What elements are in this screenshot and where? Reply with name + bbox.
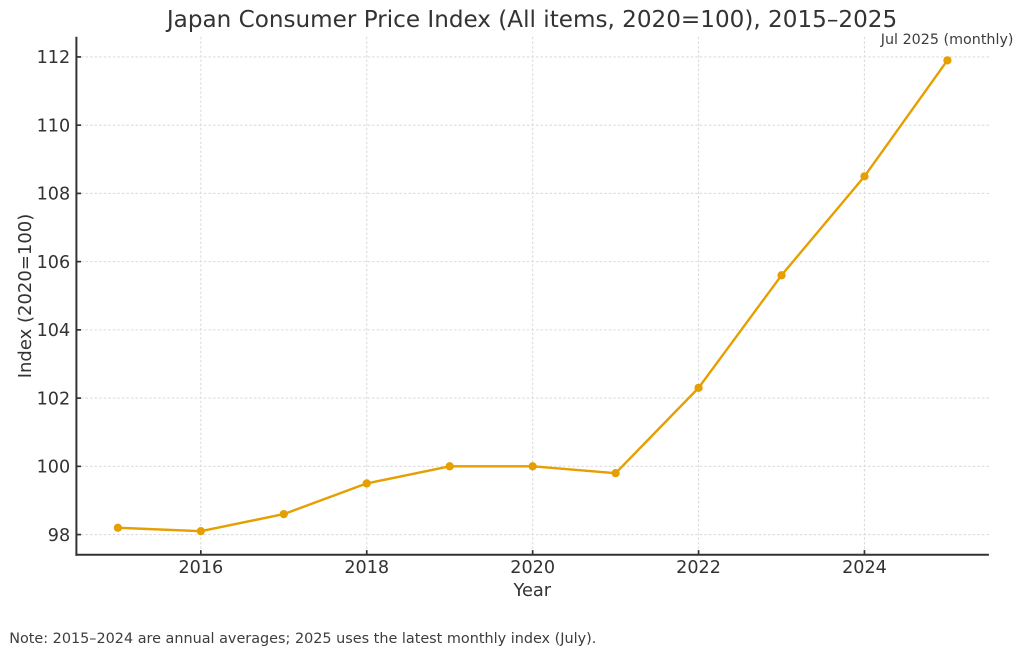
x-tick-label: 2020 [510,558,555,578]
y-tick-label: 106 [37,253,71,273]
y-tick-label: 100 [37,458,71,478]
data-point [777,271,786,280]
data-point [528,462,537,471]
latest-point-annotation: Jul 2025 (monthly) [880,32,1014,48]
footnote: Note: 2015–2024 are annual averages; 202… [9,631,597,648]
x-tick-label: 2018 [344,558,389,578]
x-tick-label: 2016 [178,558,223,578]
y-tick-label: 102 [37,389,71,409]
chart-title: Japan Consumer Price Index (All items, 2… [166,6,898,33]
y-tick-label: 108 [37,185,71,205]
y-tick-label: 110 [37,116,71,136]
data-point [445,462,454,471]
data-point [113,523,123,532]
x-tick-label: 2024 [842,558,887,578]
data-point [943,56,952,65]
data-point [362,479,371,488]
y-tick-label: 98 [48,526,70,546]
y-tick-label: 112 [37,48,71,68]
y-axis-label: Index (2020=100) [14,213,36,378]
x-tick-label: 2022 [676,558,721,578]
x-axis-label: Year [513,580,552,602]
data-point [611,469,620,478]
data-point [196,527,205,536]
data-point [860,172,869,181]
data-point [694,383,703,393]
data-point [279,509,288,519]
y-tick-label: 104 [37,321,71,341]
